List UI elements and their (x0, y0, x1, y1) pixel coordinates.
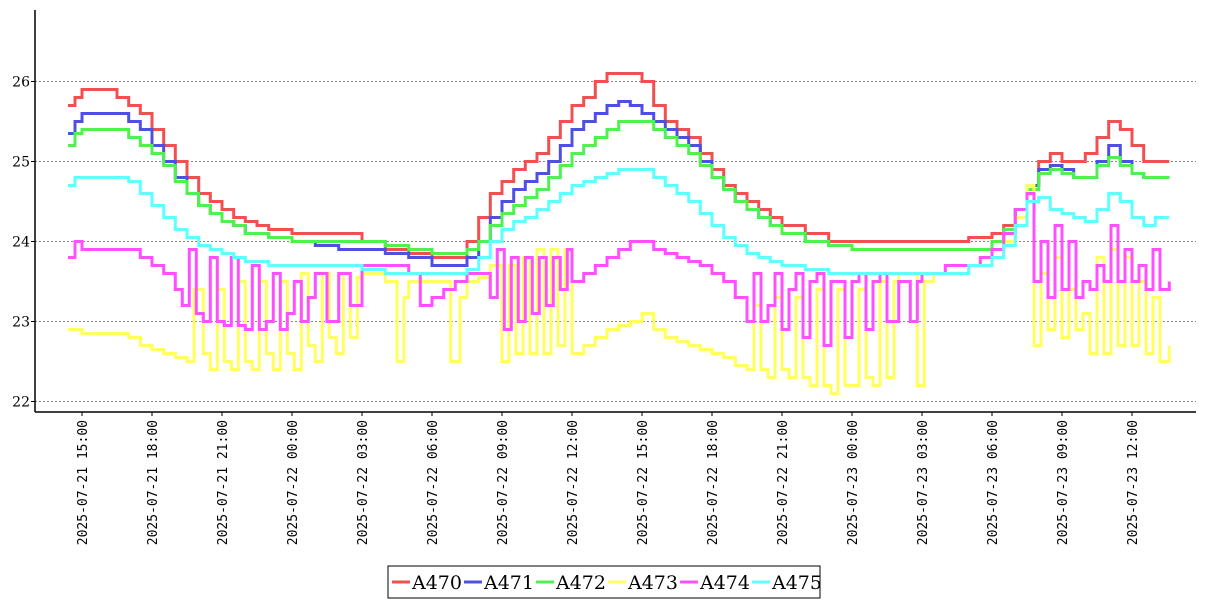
legend-label: A470 (411, 572, 462, 594)
axes (34, 10, 1196, 413)
series-line-a474 (68, 192, 1171, 347)
legend-label: A473 (627, 572, 678, 594)
x-tick-label: 2025-07-22 12:00 (566, 420, 581, 545)
x-tick-label: 2025-07-23 06:00 (986, 420, 1001, 545)
x-tick-label: 2025-07-23 00:00 (846, 420, 861, 545)
series-line-a475 (68, 168, 1170, 275)
x-tick-label: 2025-07-22 09:00 (496, 420, 511, 545)
series-layer (68, 72, 1171, 395)
x-tick-label: 2025-07-22 00:00 (286, 420, 301, 545)
legend-label: A472 (555, 572, 606, 594)
y-tick-label: 23 (12, 315, 30, 331)
legend-label: A475 (771, 572, 822, 594)
x-tick-label: 2025-07-23 09:00 (1056, 420, 1071, 545)
x-tick-label: 2025-07-22 06:00 (426, 420, 441, 545)
legend: A470 A471 A472 A473 A474 A475 (387, 565, 822, 599)
y-tick-labels: 22 23 24 25 26 (12, 75, 35, 411)
y-tick-label: 26 (12, 75, 30, 91)
legend-label: A474 (699, 572, 750, 594)
x-tick-label: 2025-07-21 15:00 (76, 420, 91, 545)
x-tick-label: 2025-07-23 03:00 (916, 420, 931, 545)
legend-box (387, 565, 821, 599)
y-tick-label: 22 (12, 395, 30, 411)
x-tick-label: 2025-07-22 15:00 (636, 420, 651, 545)
y-tick-label: 24 (12, 235, 30, 251)
x-tick-label: 2025-07-21 18:00 (146, 420, 161, 545)
x-tick-labels: 2025-07-21 15:00 2025-07-21 18:00 2025-07-… (76, 412, 1141, 545)
grid-lines (35, 81, 1196, 402)
x-tick-label: 2025-07-23 12:00 (1126, 420, 1141, 545)
legend-label: A471 (483, 572, 534, 594)
y-tick-label: 25 (12, 155, 30, 171)
x-tick-label: 2025-07-21 21:00 (216, 420, 231, 545)
x-tick-label: 2025-07-22 21:00 (776, 420, 791, 545)
x-tick-label: 2025-07-22 18:00 (706, 420, 721, 545)
series-line-a473 (68, 184, 1171, 395)
x-tick-label: 2025-07-22 03:00 (356, 420, 371, 545)
